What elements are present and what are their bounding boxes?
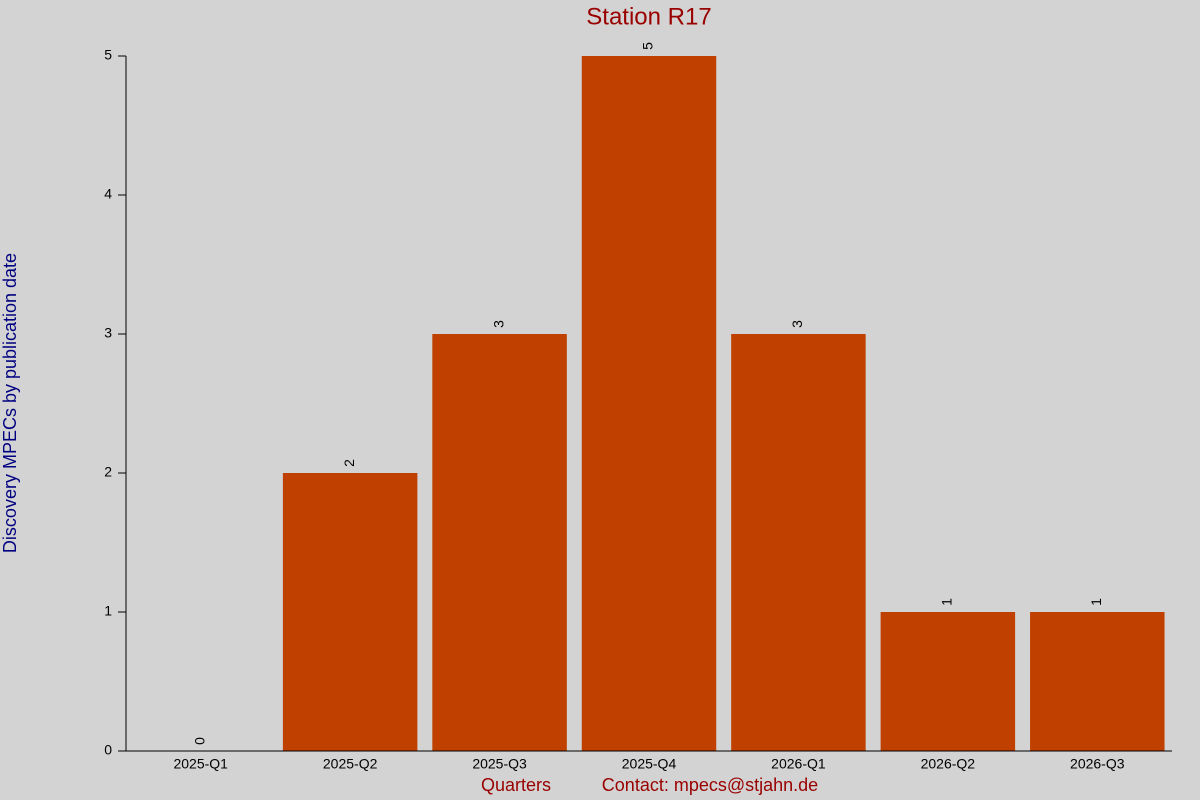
x-tick-label: 2026-Q3 <box>1070 756 1125 772</box>
data-label: 2 <box>341 459 357 467</box>
x-tick-label: 2025-Q1 <box>173 756 228 772</box>
bar <box>731 334 866 751</box>
data-label: 1 <box>1088 598 1104 606</box>
data-label: 5 <box>640 42 656 50</box>
y-tick-label: 2 <box>104 464 112 480</box>
bar <box>1030 612 1165 751</box>
y-axis-label: Discovery MPECs by publication date <box>0 253 20 553</box>
y-tick-label: 4 <box>104 186 112 202</box>
x-tick-label: 2025-Q4 <box>622 756 677 772</box>
x-tick-label: 2025-Q3 <box>472 756 527 772</box>
data-label: 3 <box>789 320 805 328</box>
x-tick-label: 2026-Q2 <box>921 756 976 772</box>
bar <box>581 56 717 751</box>
bar <box>432 334 567 751</box>
chart-title: Station R17 <box>586 3 711 30</box>
bar <box>880 612 1016 751</box>
y-tick-label: 5 <box>104 47 112 63</box>
data-label: 1 <box>939 598 955 606</box>
x-axis-label: Quarters <box>481 775 551 795</box>
y-tick-label: 1 <box>104 603 112 619</box>
data-label: 0 <box>191 737 207 745</box>
contact-note: Contact: mpecs@stjahn.de <box>602 775 818 795</box>
x-tick-label: 2026-Q1 <box>771 756 826 772</box>
y-tick-label: 0 <box>104 742 112 758</box>
y-tick-label: 3 <box>104 325 112 341</box>
x-tick-label: 2025-Q2 <box>323 756 378 772</box>
data-label: 3 <box>490 320 506 328</box>
bar <box>282 473 418 751</box>
